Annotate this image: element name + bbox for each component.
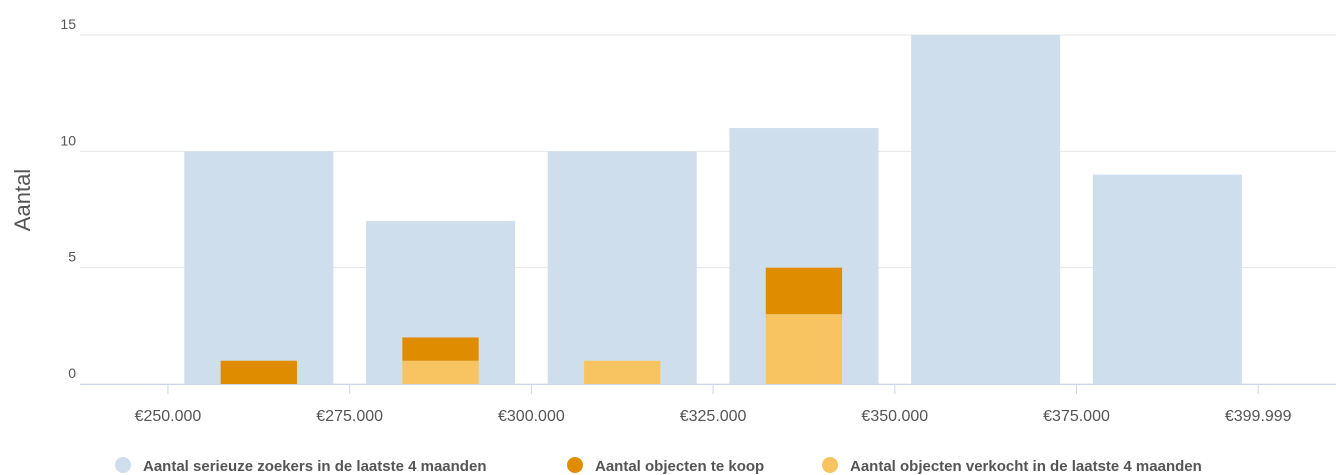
bar [584, 360, 661, 384]
x-tick-label: €375.000 [1043, 408, 1110, 425]
y-tick-label: 5 [68, 249, 76, 265]
bar [402, 360, 479, 384]
legend-marker [567, 457, 583, 473]
legend-label: Aantal objecten verkocht in de laatste 4… [850, 458, 1202, 475]
x-tick-label: €250.000 [135, 408, 202, 425]
bar [220, 360, 297, 384]
bar [911, 35, 1061, 384]
y-tick-label: 0 [68, 365, 76, 381]
x-tick-label: €325.000 [680, 408, 747, 425]
bar [402, 337, 479, 361]
bar [1092, 174, 1242, 384]
bar [765, 267, 843, 315]
y-tick-label: 15 [60, 16, 76, 32]
bar [184, 151, 334, 384]
legend-label: Aantal serieuze zoekers in de laatste 4 … [143, 458, 486, 475]
legend-marker [115, 457, 131, 473]
x-tick-label: €350.000 [861, 408, 928, 425]
bar [765, 314, 843, 384]
bar [547, 151, 697, 384]
y-axis-label: Aantal [10, 169, 35, 231]
x-tick-label: €399.999 [1225, 408, 1292, 425]
x-tick-label: €275.000 [316, 408, 383, 425]
x-tick-label: €300.000 [498, 408, 565, 425]
legend-marker [822, 457, 838, 473]
legend-label: Aantal objecten te koop [595, 458, 764, 475]
y-tick-label: 10 [60, 132, 76, 148]
